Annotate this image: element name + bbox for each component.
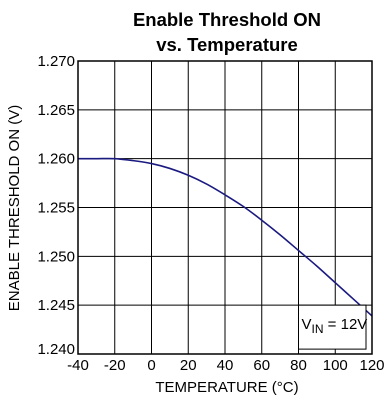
x-tick-label-8: 120	[359, 357, 384, 374]
y-tick-label-0: 1.240	[37, 341, 75, 358]
y-tick-label-6: 1.270	[37, 53, 75, 70]
annotation-frame	[298, 304, 367, 350]
chart-grid	[77, 60, 373, 355]
x-tick-label-1: -20	[104, 357, 126, 374]
y-tick-label-5: 1.265	[37, 102, 75, 119]
plot-frame	[77, 60, 373, 355]
chart-series	[78, 157, 373, 317]
chart-title-line-1: Enable Threshold ON	[133, 9, 321, 30]
annotation-text: VIN = 12V	[302, 316, 368, 336]
x-axis-label: TEMPERATURE (°C)	[155, 379, 298, 396]
x-tick-label-5: 60	[253, 357, 270, 374]
y-axis-label: ENABLE THRESHOLD ON (V)	[6, 105, 23, 311]
x-tick-label-2: 0	[147, 357, 155, 374]
x-tick-label-4: 40	[217, 357, 234, 374]
x-tick-label-3: 20	[180, 357, 197, 374]
y-tick-label-1: 1.245	[37, 297, 75, 314]
x-tick-label-7: 100	[323, 357, 348, 374]
chart-title-line-2: vs. Temperature	[156, 34, 298, 55]
y-tick-label-4: 1.260	[37, 151, 75, 168]
annotation-box: VIN = 12V	[298, 304, 368, 350]
x-tick-label-0: -40	[67, 357, 89, 374]
x-tick-labels: -40 -20 0 20 40 60 80 100 120	[67, 357, 384, 374]
y-tick-label-2: 1.250	[37, 248, 75, 265]
y-tick-label-3: 1.255	[37, 200, 75, 217]
series-line-0	[78, 157, 373, 317]
y-tick-labels: 1.240 1.245 1.250 1.255 1.260 1.265 1.270	[37, 53, 75, 358]
x-tick-label-6: 80	[290, 357, 307, 374]
